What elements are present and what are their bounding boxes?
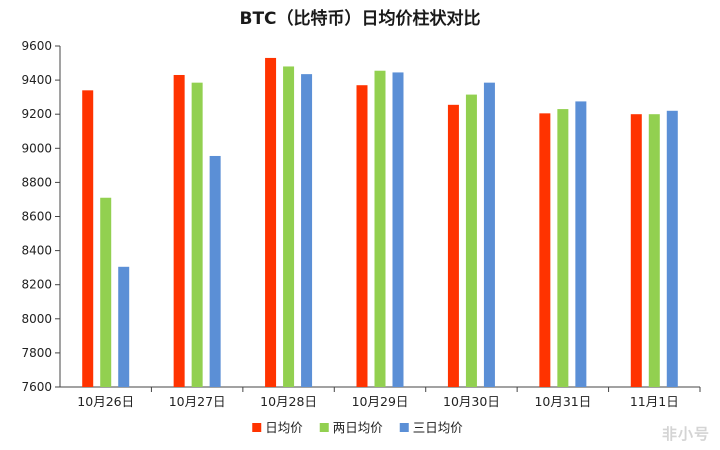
bar-1 <box>630 114 642 387</box>
bar-2 <box>557 109 569 388</box>
x-tick-label: 10月26日 <box>77 394 134 409</box>
legend-swatch-1 <box>252 423 262 432</box>
bar-2 <box>465 94 477 387</box>
x-tick-label: 10月31日 <box>534 394 591 409</box>
bar-3 <box>118 266 130 387</box>
bar-1 <box>265 57 277 388</box>
watermark-logo: 非小号 <box>661 425 710 443</box>
bar-3 <box>301 74 313 387</box>
y-tick-label: 9200 <box>21 107 52 121</box>
bar-3 <box>575 101 587 387</box>
y-tick-label: 8400 <box>21 244 52 258</box>
bar-3 <box>483 82 495 387</box>
bar-2 <box>374 70 386 387</box>
legend-label-2: 两日均价 <box>333 420 384 435</box>
bar-3 <box>392 72 404 388</box>
y-tick-label: 8800 <box>21 175 52 189</box>
bar-3 <box>209 155 221 387</box>
x-tick-label: 11月1日 <box>630 394 679 409</box>
bar-1 <box>356 85 368 387</box>
y-tick-label: 7800 <box>21 346 52 360</box>
bar-2 <box>283 66 295 388</box>
y-tick-label: 8200 <box>21 278 52 292</box>
y-tick-label: 9000 <box>21 141 52 155</box>
bar-2 <box>648 114 660 387</box>
bar-1 <box>173 74 185 388</box>
x-tick-label: 10月28日 <box>260 394 317 409</box>
legend-label-1: 日均价 <box>265 420 303 435</box>
bar-2 <box>100 197 112 387</box>
chart-title: BTC（比特币）日均价柱状对比 <box>239 9 481 29</box>
legend-swatch-2 <box>319 423 329 432</box>
y-tick-label: 7600 <box>21 380 52 394</box>
x-tick-label: 10月27日 <box>169 394 226 409</box>
y-tick-label: 8000 <box>21 312 52 326</box>
y-tick-label: 9400 <box>21 73 52 87</box>
bar-1 <box>82 90 94 387</box>
bar-1 <box>539 113 551 387</box>
legend-label-3: 三日均价 <box>413 420 464 435</box>
bar-2 <box>191 82 203 387</box>
y-tick-label: 8600 <box>21 210 52 224</box>
x-tick-label: 10月29日 <box>352 394 409 409</box>
legend-swatch-3 <box>399 423 409 432</box>
y-tick-label: 9600 <box>21 39 52 53</box>
bar-3 <box>666 110 678 387</box>
bar-1 <box>447 104 459 387</box>
x-tick-label: 10月30日 <box>443 394 500 409</box>
